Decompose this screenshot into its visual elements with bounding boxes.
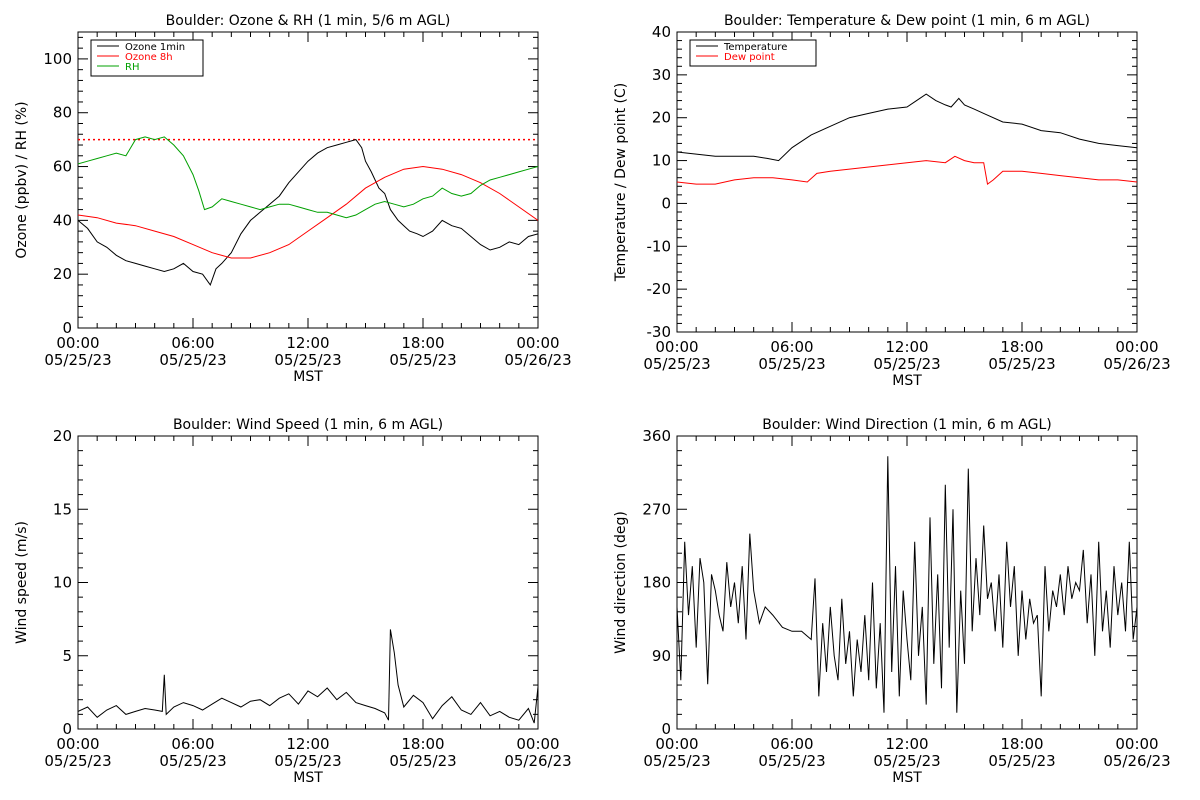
x-tick-label-time: 12:00 <box>286 334 329 352</box>
x-tick-label-date: 05/25/23 <box>159 752 226 770</box>
y-tick-label: 80 <box>53 104 72 122</box>
y-axis-label: Temperature / Dew point (C) <box>613 83 629 282</box>
x-tick-label-time: 06:00 <box>171 735 214 753</box>
x-tick-label-time: 12:00 <box>286 735 329 753</box>
plot-frame <box>77 435 539 730</box>
y-axis-label: Ozone (ppbv) / RH (%) <box>14 101 30 258</box>
y-tick-label: 40 <box>53 211 72 229</box>
y-tick-label: 100 <box>43 50 72 68</box>
legend-label: Ozone 8h <box>125 52 173 63</box>
y-axis-label: Wind direction (deg) <box>613 511 629 654</box>
plot-frame <box>676 435 1138 730</box>
x-tick-label-date: 05/26/23 <box>1103 752 1170 770</box>
legend-box <box>689 39 817 67</box>
x-tick-label-date: 05/26/23 <box>1103 355 1170 373</box>
series-line-ozone-8h <box>78 165 538 259</box>
x-tick-label-time: 06:00 <box>171 334 214 352</box>
series-line-ozone-1min <box>78 139 538 286</box>
y-axis-label: Wind speed (m/s) <box>14 521 30 644</box>
legend-label: Ozone 1min <box>125 42 185 53</box>
x-tick-label-date: 05/25/23 <box>643 752 710 770</box>
x-tick-label-time: 18:00 <box>401 334 444 352</box>
y-tick-label: 20 <box>53 427 72 445</box>
chart-panel-wspd: Boulder: Wind Speed (1 min, 6 m AGL) 0 5 10… <box>14 417 572 786</box>
x-axis-label: MST <box>892 770 922 786</box>
y-tick-label: 0 <box>661 194 671 212</box>
x-tick-label-date: 05/25/23 <box>274 752 341 770</box>
x-tick-label-time: 00:00 <box>1115 735 1158 753</box>
x-axis-label: MST <box>293 369 323 385</box>
x-axis-label: MST <box>892 373 922 389</box>
chart-panel-temp: Boulder: Temperature & Dew point (1 min,… <box>613 13 1171 389</box>
y-tick-label: 180 <box>642 574 671 592</box>
series-line-wspd <box>78 629 538 724</box>
y-tick-label: 90 <box>652 647 671 665</box>
y-tick-label: 0 <box>62 720 72 738</box>
chart-title: Boulder: Ozone & RH (1 min, 5/6 m AGL) <box>166 13 451 29</box>
legend-label: RH <box>125 62 139 73</box>
x-tick-label-date: 05/26/23 <box>504 752 571 770</box>
x-tick-label-date: 05/25/23 <box>643 355 710 373</box>
series-line-temperature <box>677 93 1137 162</box>
y-tick-label: 15 <box>53 500 72 518</box>
y-tick-label: 40 <box>652 23 671 41</box>
chart-title: Boulder: Temperature & Dew point (1 min,… <box>724 13 1090 29</box>
y-tick-label: 10 <box>652 152 671 170</box>
y-tick-label: 20 <box>53 265 72 283</box>
x-tick-label-time: 06:00 <box>770 338 813 356</box>
x-axis-label: MST <box>293 770 323 786</box>
x-tick-label-date: 05/25/23 <box>873 752 940 770</box>
x-tick-label-date: 05/25/23 <box>389 351 456 369</box>
x-tick-label-date: 05/26/23 <box>504 351 571 369</box>
y-tick-label: 0 <box>661 720 671 738</box>
series-line-wdir <box>677 456 1137 713</box>
y-tick-label: -10 <box>647 237 672 255</box>
y-tick-label: 30 <box>652 66 671 84</box>
x-tick-label-date: 05/25/23 <box>44 752 111 770</box>
x-tick-label-time: 06:00 <box>770 735 813 753</box>
y-tick-label: 270 <box>642 500 671 518</box>
x-tick-label-date: 05/25/23 <box>758 752 825 770</box>
x-tick-label-date: 05/25/23 <box>389 752 456 770</box>
x-tick-label-time: 00:00 <box>655 338 698 356</box>
chart-title: Boulder: Wind Direction (1 min, 6 m AGL) <box>762 417 1051 433</box>
x-tick-label-time: 18:00 <box>1000 338 1043 356</box>
y-tick-label: -30 <box>647 323 672 341</box>
series-line-dew-point <box>677 155 1137 185</box>
y-tick-label: 360 <box>642 427 671 445</box>
x-tick-label-time: 00:00 <box>1115 338 1158 356</box>
x-tick-label-date: 05/25/23 <box>159 351 226 369</box>
x-tick-label-date: 05/25/23 <box>44 351 111 369</box>
y-tick-label: 5 <box>62 647 72 665</box>
legend-label: Temperature <box>723 42 787 53</box>
x-tick-label-date: 05/25/23 <box>274 351 341 369</box>
x-tick-label-date: 05/25/23 <box>988 355 1055 373</box>
x-tick-label-date: 05/25/23 <box>758 355 825 373</box>
chart-panel-ozone: Boulder: Ozone & RH (1 min, 5/6 m AGL) 0 2… <box>14 13 572 385</box>
y-tick-label: 0 <box>62 319 72 337</box>
x-tick-label-time: 12:00 <box>885 338 928 356</box>
x-tick-label-time: 18:00 <box>401 735 444 753</box>
x-tick-label-time: 18:00 <box>1000 735 1043 753</box>
x-tick-label-time: 00:00 <box>56 735 99 753</box>
y-tick-label: 60 <box>53 158 72 176</box>
x-tick-label-time: 00:00 <box>516 334 559 352</box>
x-tick-label-time: 00:00 <box>516 735 559 753</box>
y-tick-label: -20 <box>647 280 672 298</box>
x-tick-label-time: 12:00 <box>885 735 928 753</box>
y-tick-label: 10 <box>53 574 72 592</box>
y-tick-label: 20 <box>652 109 671 127</box>
chart-panel-wdir: Boulder: Wind Direction (1 min, 6 m AGL)… <box>613 417 1171 786</box>
x-tick-label-date: 05/25/23 <box>988 752 1055 770</box>
x-tick-label-time: 00:00 <box>655 735 698 753</box>
plot-frame <box>676 31 1138 333</box>
legend-label: Dew point <box>724 52 775 63</box>
x-tick-label-date: 05/25/23 <box>873 355 940 373</box>
chart-title: Boulder: Wind Speed (1 min, 6 m AGL) <box>173 417 443 433</box>
series-line-rh <box>78 136 538 219</box>
x-tick-label-time: 00:00 <box>56 334 99 352</box>
